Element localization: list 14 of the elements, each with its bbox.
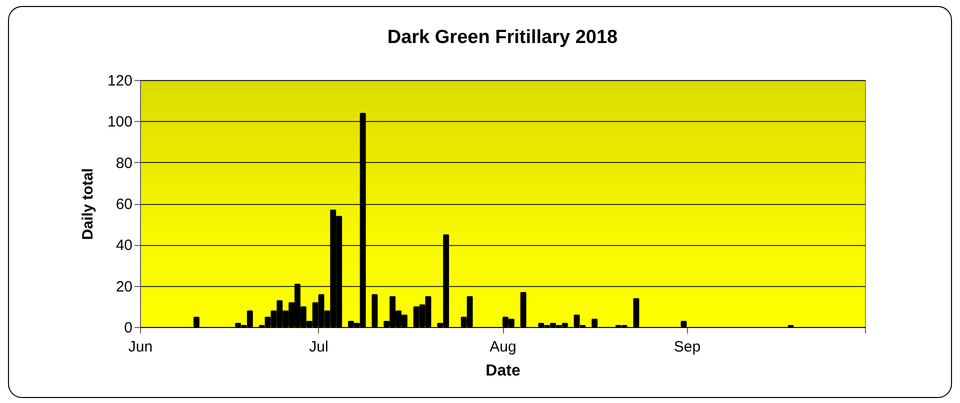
chart-title: Dark Green Fritillary 2018 <box>387 27 618 48</box>
x-tick-label: Jul <box>309 338 328 356</box>
y-tick-label: 60 <box>116 196 132 213</box>
x-tick-label: Aug <box>490 338 516 356</box>
x-axis-title: Date <box>486 362 520 380</box>
y-tick-label: 120 <box>107 72 132 90</box>
y-tick-label: 80 <box>116 154 132 172</box>
y-tick-label: 100 <box>107 114 132 131</box>
x-tick-label: Jun <box>128 338 153 356</box>
y-axis-title: Daily total <box>79 168 96 240</box>
y-tick-label: 20 <box>116 278 132 296</box>
y-tick-label: 40 <box>116 237 132 254</box>
y-tick-label: 0 <box>124 320 132 336</box>
x-tick-label: Sep <box>674 338 701 356</box>
